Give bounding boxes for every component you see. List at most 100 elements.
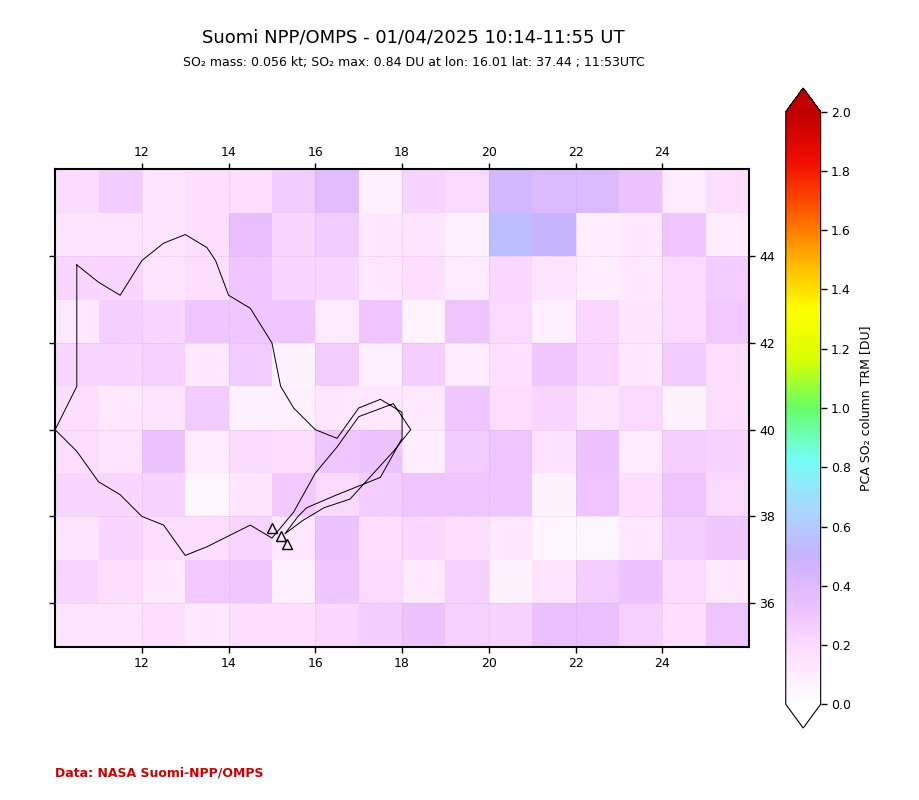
Bar — [142, 517, 186, 560]
Bar — [272, 256, 315, 299]
Bar — [446, 430, 489, 473]
Bar — [55, 213, 98, 256]
Bar — [186, 473, 229, 517]
Bar — [618, 430, 663, 473]
Bar — [446, 299, 489, 343]
PathPatch shape — [786, 704, 821, 728]
Bar — [618, 299, 663, 343]
Bar — [446, 517, 489, 560]
Bar — [446, 170, 489, 213]
Bar — [229, 603, 272, 646]
Bar — [532, 299, 575, 343]
Bar — [663, 560, 706, 603]
Bar — [446, 560, 489, 603]
Bar — [229, 517, 272, 560]
Bar — [272, 213, 315, 256]
Bar — [358, 213, 402, 256]
Bar — [229, 560, 272, 603]
Bar — [98, 213, 142, 256]
Bar — [229, 386, 272, 430]
Bar — [489, 603, 532, 646]
Bar — [706, 299, 749, 343]
Bar — [618, 256, 663, 299]
Bar — [55, 560, 98, 603]
Bar — [575, 473, 618, 517]
Bar — [403, 560, 446, 603]
Bar — [315, 170, 358, 213]
Bar — [358, 170, 402, 213]
Bar — [618, 386, 663, 430]
Bar — [186, 517, 229, 560]
Bar — [706, 386, 749, 430]
Bar — [663, 386, 706, 430]
Bar — [403, 430, 446, 473]
Bar — [358, 517, 402, 560]
Bar — [229, 213, 272, 256]
Bar — [142, 473, 186, 517]
Bar — [446, 473, 489, 517]
Bar — [186, 386, 229, 430]
Text: SO₂ mass: 0.056 kt; SO₂ max: 0.84 DU at lon: 16.01 lat: 37.44 ; 11:53UTC: SO₂ mass: 0.056 kt; SO₂ max: 0.84 DU at … — [183, 56, 644, 69]
Bar — [489, 517, 532, 560]
Bar — [55, 299, 98, 343]
Bar — [706, 517, 749, 560]
Bar — [55, 473, 98, 517]
Bar — [663, 430, 706, 473]
Bar — [98, 256, 142, 299]
Bar — [706, 256, 749, 299]
Bar — [98, 517, 142, 560]
Bar — [403, 256, 446, 299]
Bar — [489, 170, 532, 213]
Y-axis label: PCA SO₂ column TRM [DU]: PCA SO₂ column TRM [DU] — [859, 326, 872, 490]
Bar — [403, 603, 446, 646]
Bar — [706, 603, 749, 646]
Bar — [315, 386, 358, 430]
Bar — [489, 343, 532, 386]
Bar — [98, 430, 142, 473]
Bar — [618, 517, 663, 560]
Bar — [229, 170, 272, 213]
Bar — [229, 256, 272, 299]
Bar — [142, 256, 186, 299]
Bar — [403, 473, 446, 517]
Bar — [186, 560, 229, 603]
Bar — [575, 170, 618, 213]
Bar — [358, 603, 402, 646]
Bar — [186, 343, 229, 386]
Bar — [98, 343, 142, 386]
Bar — [403, 517, 446, 560]
Bar — [272, 386, 315, 430]
Bar — [55, 256, 98, 299]
Bar — [272, 299, 315, 343]
Bar — [532, 603, 575, 646]
Bar — [663, 473, 706, 517]
Bar — [575, 256, 618, 299]
Bar — [489, 473, 532, 517]
Bar — [98, 386, 142, 430]
Bar — [663, 343, 706, 386]
Bar — [272, 430, 315, 473]
Bar — [98, 603, 142, 646]
Bar — [618, 560, 663, 603]
Bar — [315, 430, 358, 473]
Bar — [186, 299, 229, 343]
Bar — [272, 343, 315, 386]
Bar — [142, 343, 186, 386]
Bar — [358, 560, 402, 603]
Bar — [706, 213, 749, 256]
Bar — [618, 473, 663, 517]
Bar — [142, 603, 186, 646]
Bar — [142, 386, 186, 430]
PathPatch shape — [786, 88, 821, 112]
Bar — [489, 430, 532, 473]
Bar — [55, 430, 98, 473]
Bar — [446, 343, 489, 386]
Bar — [403, 213, 446, 256]
Bar — [706, 343, 749, 386]
Bar — [229, 430, 272, 473]
Text: Suomi NPP/OMPS - 01/04/2025 10:14-11:55 UT: Suomi NPP/OMPS - 01/04/2025 10:14-11:55 … — [202, 28, 625, 46]
Bar — [315, 256, 358, 299]
Bar — [489, 560, 532, 603]
Bar — [358, 299, 402, 343]
Bar — [229, 299, 272, 343]
